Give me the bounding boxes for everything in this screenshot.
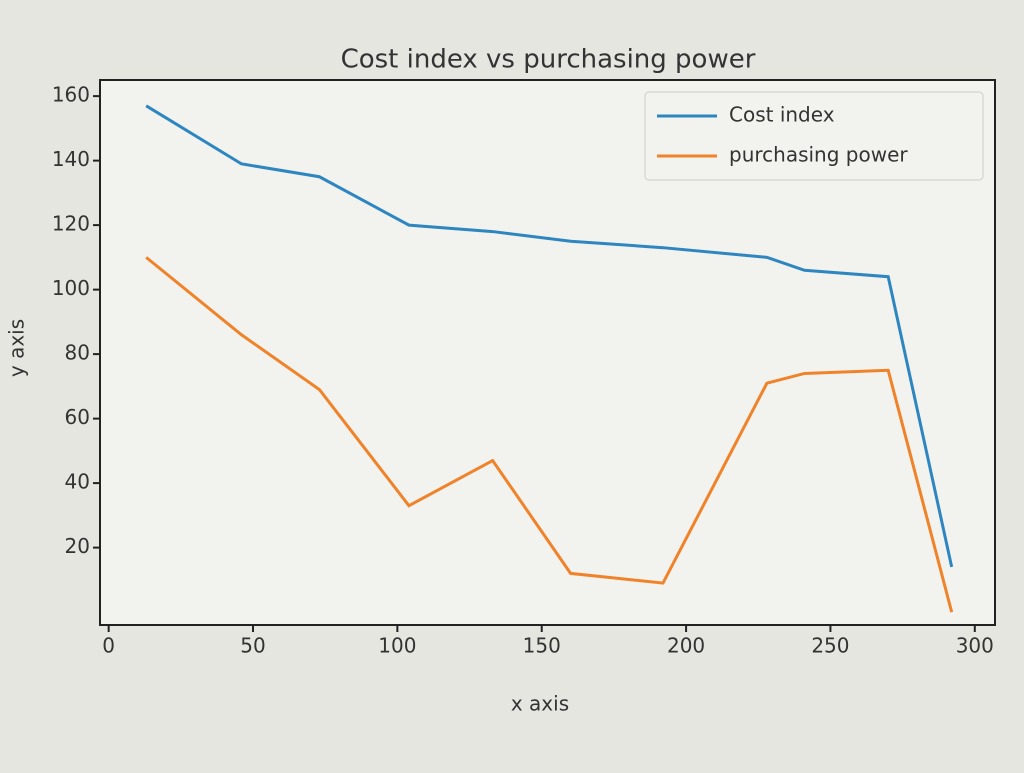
y-tick-label: 80 bbox=[65, 341, 90, 365]
x-tick-label: 100 bbox=[378, 634, 416, 658]
y-tick-label: 20 bbox=[65, 534, 90, 558]
y-tick-label: 40 bbox=[65, 470, 90, 494]
x-tick-label: 200 bbox=[667, 634, 705, 658]
legend-label: Cost index bbox=[729, 103, 835, 127]
y-tick-label: 140 bbox=[52, 147, 90, 171]
x-tick-label: 150 bbox=[523, 634, 561, 658]
series-line bbox=[145, 104, 954, 568]
legend-label: purchasing power bbox=[729, 143, 908, 167]
y-tick-label: 100 bbox=[52, 276, 90, 300]
series-line bbox=[145, 256, 954, 613]
y-tick-label: 160 bbox=[52, 83, 90, 107]
x-tick-label: 250 bbox=[811, 634, 849, 658]
legend-box bbox=[644, 91, 984, 181]
x-axis-label: x axis bbox=[511, 692, 569, 716]
x-tick-label: 300 bbox=[956, 634, 994, 658]
x-tick-label: 50 bbox=[240, 634, 265, 658]
y-tick-label: 120 bbox=[52, 212, 90, 236]
chart-title: Cost index vs purchasing power bbox=[341, 45, 756, 75]
y-axis-label: y axis bbox=[5, 319, 29, 377]
x-tick-label: 0 bbox=[102, 634, 115, 658]
y-tick-label: 60 bbox=[65, 405, 90, 429]
